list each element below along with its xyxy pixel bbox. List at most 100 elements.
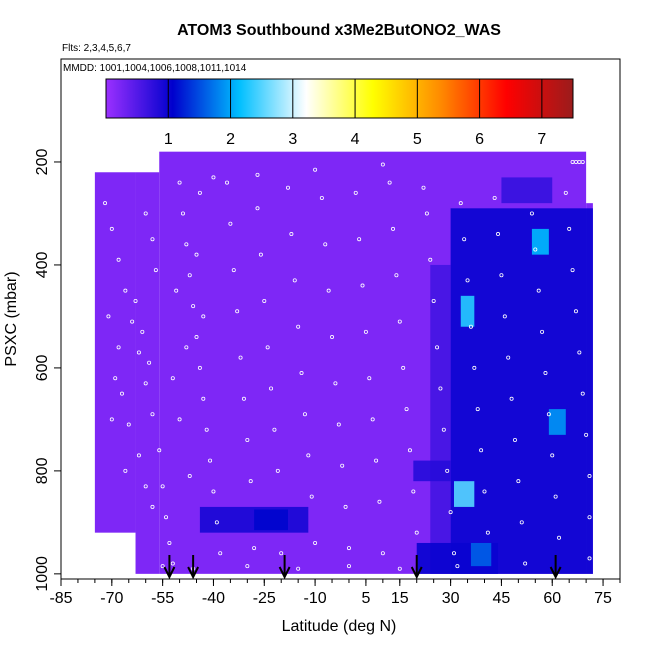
sample-point	[153, 268, 158, 273]
sample-point	[103, 201, 108, 206]
sample-point	[441, 427, 446, 432]
sample-point	[160, 484, 165, 489]
sample-point	[136, 350, 141, 355]
heatmap-region	[501, 177, 553, 204]
plot-frame	[60, 58, 621, 580]
sample-point	[228, 221, 233, 226]
y-axis-label: PSXC (mbar)	[3, 271, 20, 366]
sample-point	[414, 530, 419, 535]
flights-subtitle: Flts: 2,3,4,5,6,7	[62, 43, 131, 54]
sample-point	[580, 391, 585, 396]
sample-point	[540, 329, 545, 334]
sample-point	[529, 211, 534, 216]
y-tick-label: 200	[34, 149, 51, 176]
sample-point	[177, 180, 182, 185]
x-tick-label: 5	[361, 590, 370, 607]
sample-point	[133, 298, 138, 303]
sample-point	[580, 159, 585, 164]
sample-point	[448, 510, 453, 515]
x-tick-label: -10	[304, 590, 327, 607]
sample-point	[157, 448, 162, 453]
heatmap-region	[548, 409, 566, 435]
colorbar-rect	[105, 78, 574, 119]
sample-point	[380, 162, 385, 167]
y-tick-label: 800	[34, 457, 51, 484]
sample-point	[214, 520, 219, 525]
sample-point	[326, 288, 331, 293]
sample-point	[218, 551, 223, 556]
flight-arrow-head	[187, 566, 200, 580]
sample-point	[201, 314, 206, 319]
sample-point	[170, 376, 175, 381]
sample-point	[557, 535, 562, 540]
sample-point	[119, 391, 124, 396]
heatmap-region	[450, 208, 593, 574]
sample-point	[340, 463, 345, 468]
sample-point	[126, 422, 131, 427]
sample-point	[577, 350, 582, 355]
sample-point	[343, 504, 348, 509]
sample-point	[573, 309, 578, 314]
heatmap-region	[453, 481, 475, 507]
sample-point	[262, 298, 267, 303]
sample-point	[241, 396, 246, 401]
x-tick-label: 30	[442, 590, 460, 607]
x-tick-label: -25	[253, 590, 276, 607]
sample-point	[512, 437, 517, 442]
sample-point	[302, 412, 307, 417]
flight-arrow-head	[163, 566, 176, 580]
sample-point	[465, 278, 470, 283]
sample-point	[174, 288, 179, 293]
sample-point	[235, 309, 240, 314]
sample-point	[109, 226, 114, 231]
sample-point	[516, 479, 521, 484]
sample-point	[570, 268, 575, 273]
colorbar-tick-label: 4	[351, 131, 360, 148]
sample-point	[180, 211, 185, 216]
sample-point	[231, 268, 236, 273]
colorbar-tick-label: 6	[475, 131, 484, 148]
x-tick-label: -70	[100, 590, 123, 607]
sample-point	[584, 432, 589, 437]
sample-point	[313, 540, 318, 545]
sample-point	[333, 381, 338, 386]
heatmap-region	[413, 460, 451, 482]
sample-point	[428, 257, 433, 262]
sample-point	[194, 252, 199, 257]
sample-point	[211, 489, 216, 494]
y-axis: 200 400 600 800 1000	[34, 149, 61, 592]
x-axis: -85 -70 -55 -40 -25 -10 5 15 30 45 60 75	[49, 579, 621, 607]
sample-point	[258, 252, 263, 257]
sample-point	[197, 190, 202, 195]
sample-point	[109, 417, 114, 422]
sample-point	[279, 551, 284, 556]
sample-point	[431, 298, 436, 303]
sample-point	[184, 242, 189, 247]
sample-point	[123, 288, 128, 293]
sample-point	[150, 237, 155, 242]
sample-point	[492, 196, 497, 201]
sample-point	[299, 371, 304, 376]
sample-point	[509, 396, 514, 401]
sample-point	[319, 196, 324, 201]
x-tick-label: 15	[391, 590, 409, 607]
sample-point	[323, 242, 328, 247]
dates-subtitle: MMDD: 1001,1004,1006,1008,1011,1014	[63, 63, 247, 74]
sample-point	[130, 556, 135, 561]
colorbar-tick-label: 1	[164, 131, 173, 148]
sample-point	[313, 167, 318, 172]
sample-point	[475, 407, 480, 412]
sample-point	[184, 345, 189, 350]
sample-point	[147, 360, 152, 365]
sample-point	[123, 535, 128, 540]
sample-point	[143, 381, 148, 386]
flight-arrow-head	[549, 566, 562, 580]
sample-point	[177, 417, 182, 422]
sample-point	[245, 564, 250, 569]
sample-point	[523, 561, 528, 566]
sample-point	[387, 180, 392, 185]
sample-point	[255, 206, 260, 211]
sample-point	[445, 468, 450, 473]
sample-point	[306, 453, 311, 458]
sample-point	[394, 273, 399, 278]
